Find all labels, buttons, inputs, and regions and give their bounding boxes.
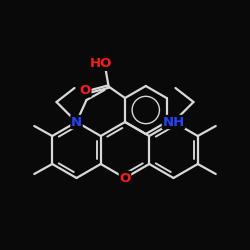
Text: N: N bbox=[71, 116, 82, 128]
Text: NH: NH bbox=[162, 116, 184, 128]
Text: O: O bbox=[80, 84, 91, 97]
Text: O: O bbox=[120, 172, 130, 184]
Text: HO: HO bbox=[89, 57, 112, 70]
